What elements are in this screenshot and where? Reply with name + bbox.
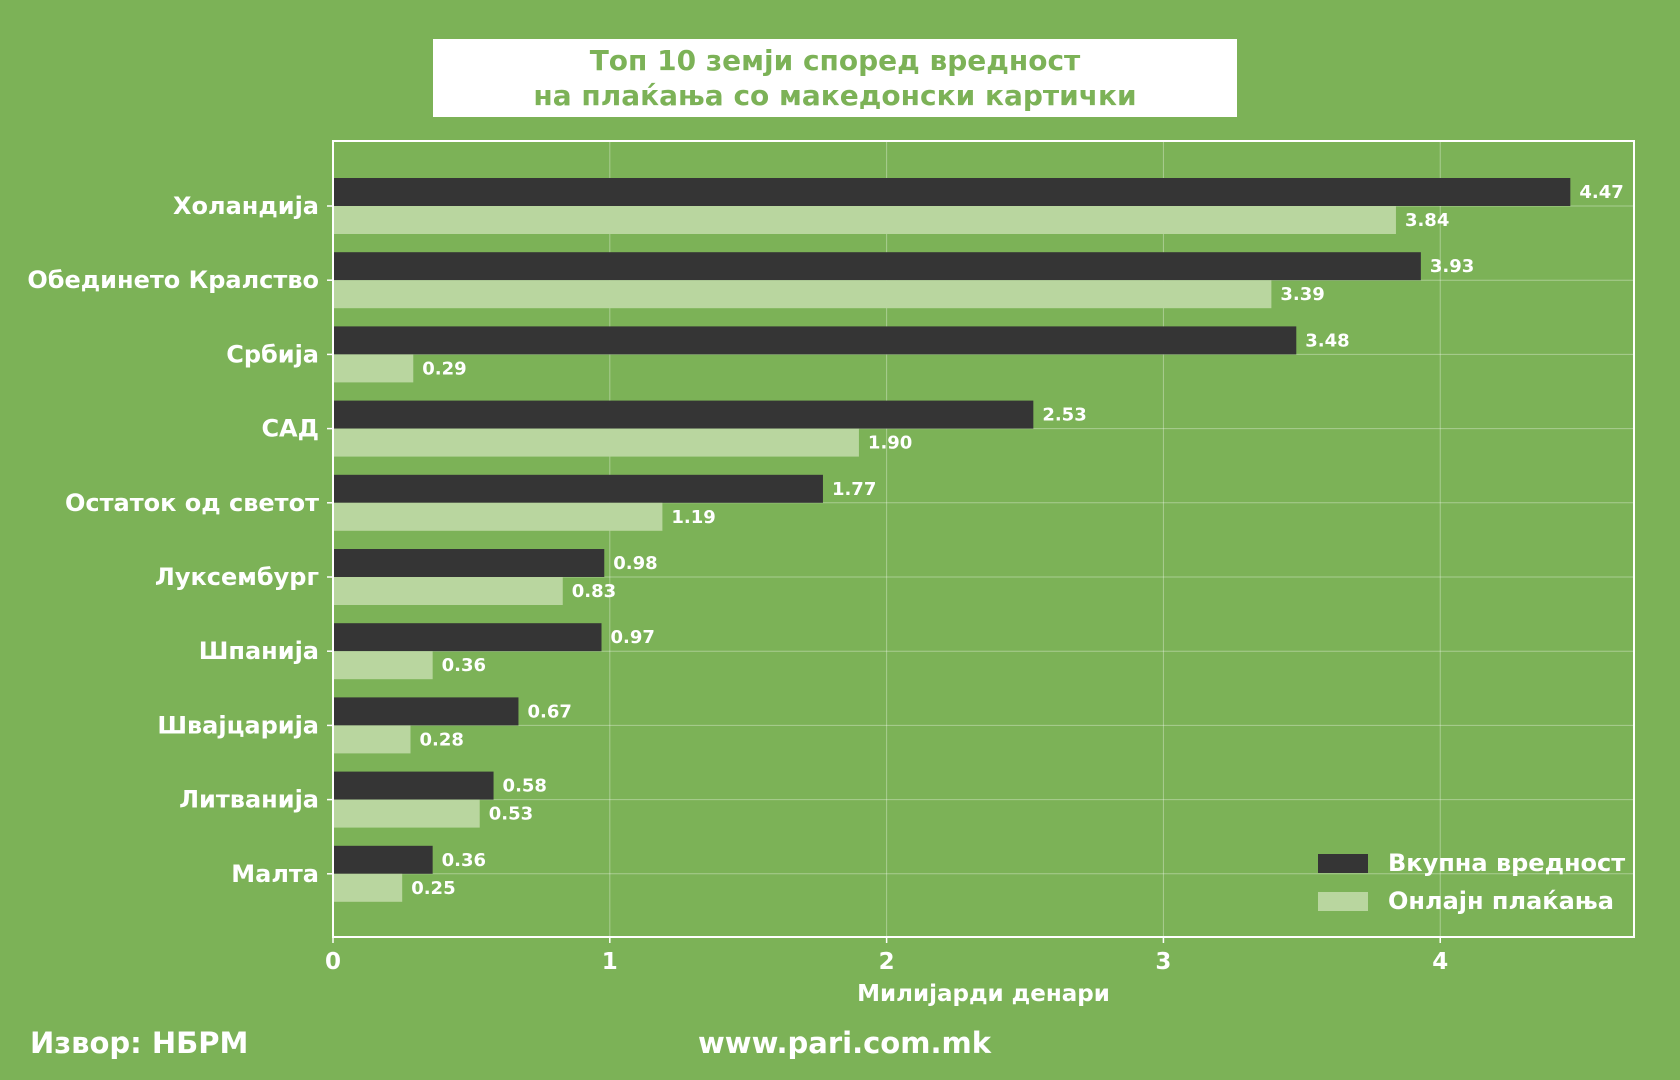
legend-swatch-0: [1318, 854, 1368, 873]
data-label-0-8: 0.58: [503, 776, 547, 797]
data-label-1-6: 0.36: [442, 655, 486, 676]
x-tick-label-3: 3: [1155, 949, 1171, 975]
source-label: Извор: НБРМ: [30, 1026, 249, 1060]
chart-title-line-2: на плаќања со македонски картички: [533, 79, 1137, 112]
bar-0-1: [333, 252, 1421, 281]
data-label-0-4: 1.77: [832, 479, 876, 500]
category-label-7: Швајцарија: [157, 711, 319, 739]
data-label-1-5: 0.83: [572, 581, 616, 602]
bar-0-8: [333, 771, 494, 800]
data-label-0-9: 0.36: [442, 850, 486, 871]
category-label-8: Литванија: [179, 786, 319, 814]
legend-label-0: Вкупна вредност: [1388, 849, 1625, 877]
bar-1-2: [333, 354, 414, 383]
bar-1-8: [333, 799, 480, 828]
data-label-0-1: 3.93: [1430, 256, 1474, 277]
bar-0-3: [333, 400, 1034, 429]
bar-0-7: [333, 697, 519, 726]
data-label-1-8: 0.53: [489, 804, 533, 825]
data-label-1-3: 1.90: [868, 433, 912, 454]
category-label-2: Србија: [226, 340, 319, 368]
plot-frame: [332, 140, 1635, 938]
data-label-1-1: 3.39: [1280, 284, 1324, 305]
bar-1-4: [333, 502, 663, 531]
bar-0-9: [333, 845, 433, 874]
x-axis-label: Милијарди денари: [857, 981, 1110, 1007]
bar-1-7: [333, 725, 411, 754]
bar-1-6: [333, 651, 433, 680]
data-label-1-7: 0.28: [420, 729, 464, 750]
bar-1-1: [333, 280, 1272, 309]
bar-0-4: [333, 474, 823, 503]
bar-0-2: [333, 326, 1297, 355]
data-label-1-0: 3.84: [1405, 210, 1449, 231]
x-tick-label-4: 4: [1432, 949, 1448, 975]
bar-1-3: [333, 428, 859, 457]
legend-label-1: Онлајн плаќања: [1388, 887, 1614, 915]
data-label-0-0: 4.47: [1579, 182, 1623, 203]
category-label-0: Холандија: [173, 192, 319, 220]
data-label-0-7: 0.67: [527, 701, 571, 722]
bar-1-0: [333, 206, 1396, 234]
x-tick-label-2: 2: [879, 949, 895, 975]
category-label-5: Луксембург: [155, 563, 319, 591]
x-tick-label-0: 0: [325, 949, 341, 975]
category-label-4: Остаток од светот: [65, 489, 319, 517]
data-label-1-4: 1.19: [671, 507, 715, 528]
bar-0-0: [333, 178, 1571, 206]
data-label-0-6: 0.97: [611, 627, 655, 648]
chart-title-line-1: Топ 10 земји според вредност: [589, 44, 1081, 77]
website-label[interactable]: www.pari.com.mk: [698, 1026, 991, 1060]
category-label-1: Обединето Кралство: [27, 266, 319, 294]
x-tick-label-1: 1: [602, 949, 618, 975]
bar-1-9: [333, 873, 403, 902]
category-label-6: Шпанија: [199, 637, 319, 665]
data-label-0-2: 3.48: [1305, 330, 1349, 351]
data-label-1-9: 0.25: [411, 878, 455, 899]
data-label-0-5: 0.98: [613, 553, 657, 574]
category-label-9: Малта: [231, 860, 319, 888]
chart-title: Топ 10 земји според вредност на плаќања …: [433, 39, 1237, 117]
bar-1-5: [333, 577, 563, 605]
data-label-0-3: 2.53: [1042, 405, 1086, 426]
data-label-1-2: 0.29: [422, 358, 466, 379]
category-label-3: САД: [261, 415, 319, 443]
bar-0-6: [333, 623, 602, 652]
legend-swatch-1: [1318, 892, 1368, 911]
bar-0-5: [333, 549, 605, 577]
